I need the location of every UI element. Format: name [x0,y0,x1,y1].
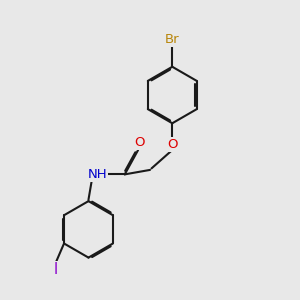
Text: O: O [167,138,178,151]
Text: NH: NH [88,168,107,181]
Text: O: O [134,136,145,149]
Text: Br: Br [165,33,180,46]
Text: I: I [54,262,58,277]
